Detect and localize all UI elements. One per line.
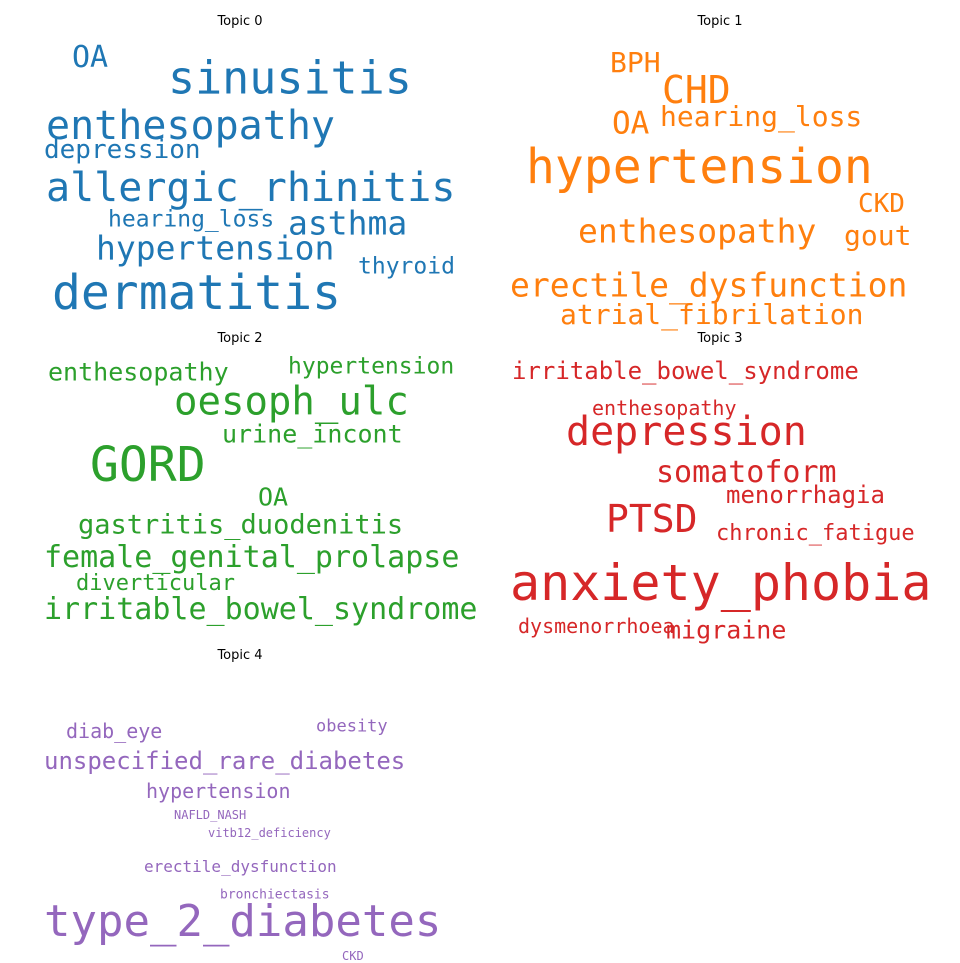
cloud-word: thyroid	[358, 253, 455, 280]
cloud-word: oesoph_ulc	[174, 379, 409, 425]
cloud-word: hypertension	[288, 353, 455, 380]
panel-title: Topic 1	[697, 14, 743, 29]
cloud-word: NAFLD_NASH	[174, 808, 247, 822]
cloud-word: irritable_bowel_syndrome	[512, 357, 859, 385]
cloud-word: hypertension	[96, 228, 335, 268]
cloud-word: BPH	[610, 46, 661, 79]
cloud-word: hearing_loss	[108, 206, 275, 233]
cloud-word: obesity	[316, 716, 388, 737]
cloud-word: gastritis_duodenitis	[78, 509, 404, 541]
cloud-word: depression	[44, 135, 201, 165]
cloud-word: atrial_fibrilation	[560, 298, 864, 331]
cloud-word: irritable_bowel_syndrome	[44, 592, 478, 627]
cloud-word: PTSD	[606, 497, 698, 541]
wordcloud-panel: Topic 4 diab_eye obesity unspecified_rare_d…	[30, 648, 450, 962]
cloud-word: CKD	[342, 949, 364, 963]
cloud-word: OA	[612, 105, 650, 142]
cloud-word: OA	[72, 40, 109, 75]
cloud-word: sinusitis	[168, 51, 412, 105]
cloud-word: depression	[566, 409, 807, 455]
cloud-word: migraine	[666, 615, 787, 645]
cloud-word: gout	[844, 219, 912, 252]
cloud-word: female_genital_prolapse	[44, 540, 460, 575]
cloud-word: enthesopathy	[592, 396, 737, 420]
cloud-word: enthesopathy	[48, 357, 229, 387]
panel-title: Topic 4	[217, 648, 263, 663]
cloud-word: hypertension	[526, 139, 873, 195]
panel-title: Topic 2	[217, 331, 263, 346]
cloud-word: dysmenorrhoea	[518, 614, 675, 638]
cloud-word: chronic_fatigue	[716, 521, 915, 546]
wordcloud-panel: Topic 2 enthesopathy hypertension oesoph_ul…	[30, 331, 477, 639]
cloud-word: hearing_loss	[660, 100, 863, 133]
cloud-word: anxiety_phobia	[510, 554, 932, 612]
panel-title: Topic 0	[217, 14, 263, 29]
cloud-word: dermatitis	[52, 265, 341, 321]
cloud-word: somatoform	[656, 455, 837, 490]
panel-title: Topic 3	[697, 331, 743, 346]
cloud-word: OA	[258, 482, 289, 512]
cloud-word: asthma	[288, 203, 408, 243]
cloud-word: unspecified_rare_diabetes	[44, 747, 406, 775]
wordcloud-panel: Topic 3 irritable_bowel_syndrome enthesopa…	[510, 331, 932, 643]
cloud-word: diverticular	[76, 571, 235, 596]
cloud-word: menorrhagia	[726, 481, 885, 509]
wordcloud-panel: Topic 1 BPH CHD hearing_loss OA hypertension C…	[510, 14, 930, 329]
cloud-word: enthesopathy	[46, 103, 335, 149]
cloud-word: bronchiectasis	[220, 887, 330, 903]
cloud-word: diab_eye	[66, 719, 163, 743]
wordcloud-panel: Topic 0 OA sinusitis enthesopathy depression…	[30, 14, 455, 322]
cloud-word: erectile_dysfunction	[510, 265, 908, 305]
cloud-word: CHD	[662, 68, 731, 112]
cloud-word: type_2_diabetes	[44, 896, 442, 947]
cloud-word: urine_incont	[222, 419, 403, 449]
cloud-word: vitb12_deficiency	[208, 826, 331, 840]
cloud-word: hypertension	[146, 779, 291, 803]
cloud-word: enthesopathy	[578, 211, 817, 251]
cloud-word: CKD	[858, 189, 905, 219]
cloud-word: GORD	[90, 437, 206, 493]
cloud-word: erectile_dysfunction	[144, 857, 337, 876]
cloud-word: allergic_rhinitis	[46, 165, 456, 211]
